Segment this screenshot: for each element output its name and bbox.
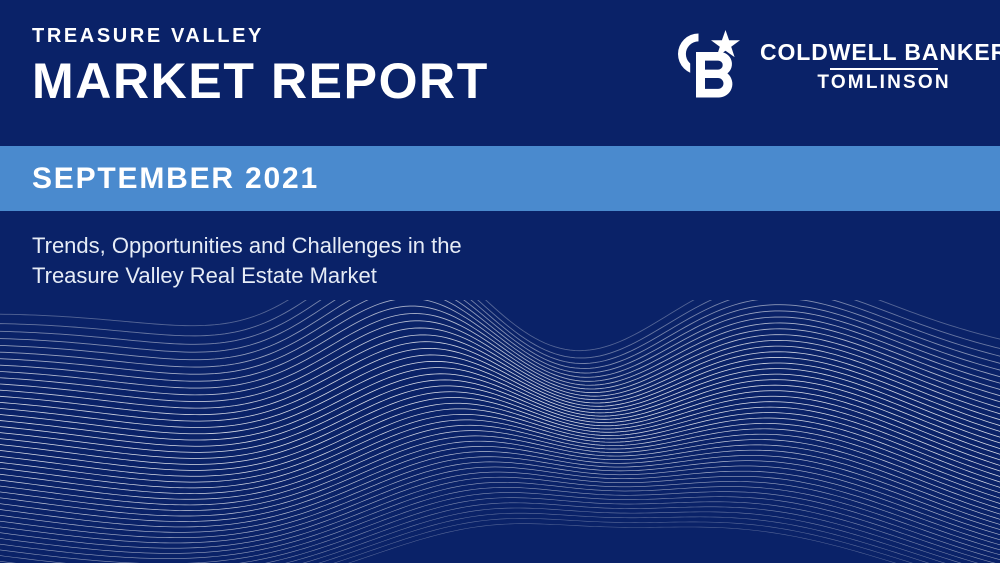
- page-title: MARKET REPORT: [32, 53, 489, 109]
- wave-mesh-graphic: [0, 300, 1000, 563]
- subtitle-line-2: Treasure Valley Real Estate Market: [32, 263, 377, 289]
- region-eyebrow: TREASURE VALLEY: [32, 25, 264, 47]
- cb-star-logo-icon: [678, 30, 740, 98]
- brand-name-primary: COLDWELL BANKER: [760, 38, 1000, 65]
- brand-wordmark: COLDWELL BANKER TOMLINSON: [760, 38, 1000, 94]
- brand-divider-rule: [830, 68, 939, 71]
- brand-name-secondary: TOMLINSON: [817, 72, 951, 94]
- brand-logo: COLDWELL BANKER TOMLINSON: [668, 28, 1000, 104]
- report-subtitle: Trends, Opportunities and Challenges in …: [32, 231, 652, 292]
- date-banner: SEPTEMBER 2021: [0, 146, 1000, 211]
- report-heading: TREASURE VALLEY MARKET REPORT: [32, 26, 632, 106]
- report-date: SEPTEMBER 2021: [32, 161, 319, 195]
- subtitle-line-1: Trends, Opportunities and Challenges in …: [32, 233, 462, 258]
